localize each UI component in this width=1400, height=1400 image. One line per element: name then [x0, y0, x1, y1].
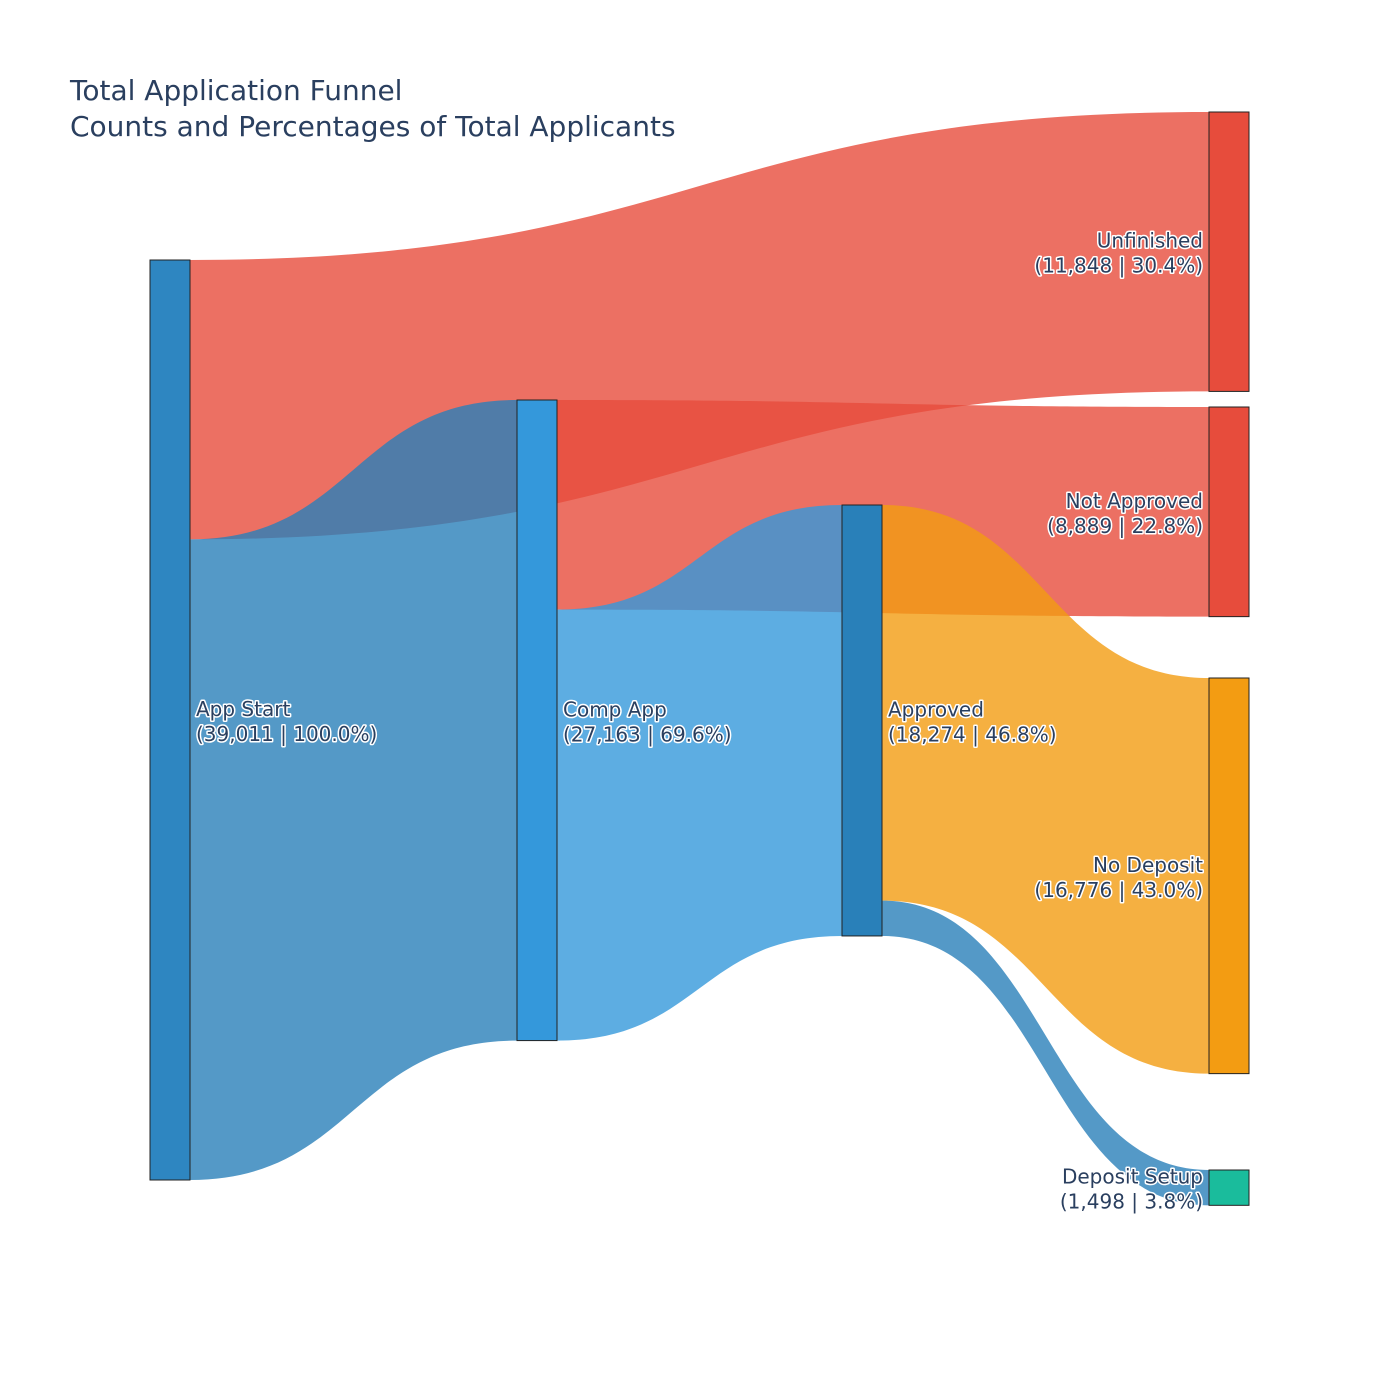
link-comp_app-to-approved[interactable]: [557, 505, 842, 1041]
node-detail-app-start: (39,011 | 100.0%): [196, 722, 377, 746]
node-label-deposit-setup: Deposit Setup: [1062, 1165, 1203, 1189]
node-unfinished[interactable]: [1208, 111, 1250, 392]
node-detail-not-approved: (8,889 | 22.8%): [1047, 514, 1203, 538]
node-app-start[interactable]: [149, 259, 191, 1181]
node-label-app-start: App Start: [196, 697, 290, 721]
chart-subtitle: Counts and Percentages of Total Applican…: [70, 110, 676, 143]
node-deposit-setup[interactable]: [1208, 1169, 1250, 1206]
link-app_start-to-comp_app[interactable]: [190, 400, 517, 1180]
node-label-unfinished: Unfinished: [1097, 229, 1203, 253]
node-label-not-approved: Not Approved: [1066, 489, 1203, 513]
node-no-deposit[interactable]: [1208, 677, 1250, 1075]
sankey-labels: App Start(39,011 | 100.0%) Comp App(27,16…: [195, 227, 1205, 1215]
sankey-nodes: [149, 111, 1250, 1206]
sankey-links: [190, 112, 1209, 1206]
node-detail-comp-app: (27,163 | 69.6%): [563, 722, 732, 746]
node-label-comp-app: Comp App: [563, 697, 667, 721]
node-detail-approved: (18,274 | 46.8%): [888, 722, 1057, 746]
node-label-no-deposit: No Deposit: [1093, 853, 1203, 877]
chart-title: Total Application Funnel: [69, 74, 402, 107]
node-label-approved: Approved: [888, 697, 984, 721]
link-approved-to-no_deposit[interactable]: [882, 505, 1209, 1074]
node-comp-app[interactable]: [516, 399, 558, 1042]
node-detail-deposit-setup: (1,498 | 3.8%): [1060, 1190, 1203, 1214]
node-detail-unfinished: (11,848 | 30.4%): [1034, 254, 1203, 278]
node-not-approved[interactable]: [1208, 406, 1250, 618]
node-approved[interactable]: [841, 504, 883, 937]
node-detail-no-deposit: (16,776 | 43.0%): [1034, 878, 1203, 902]
link-approved-to-deposit_setup[interactable]: [882, 900, 1209, 1206]
